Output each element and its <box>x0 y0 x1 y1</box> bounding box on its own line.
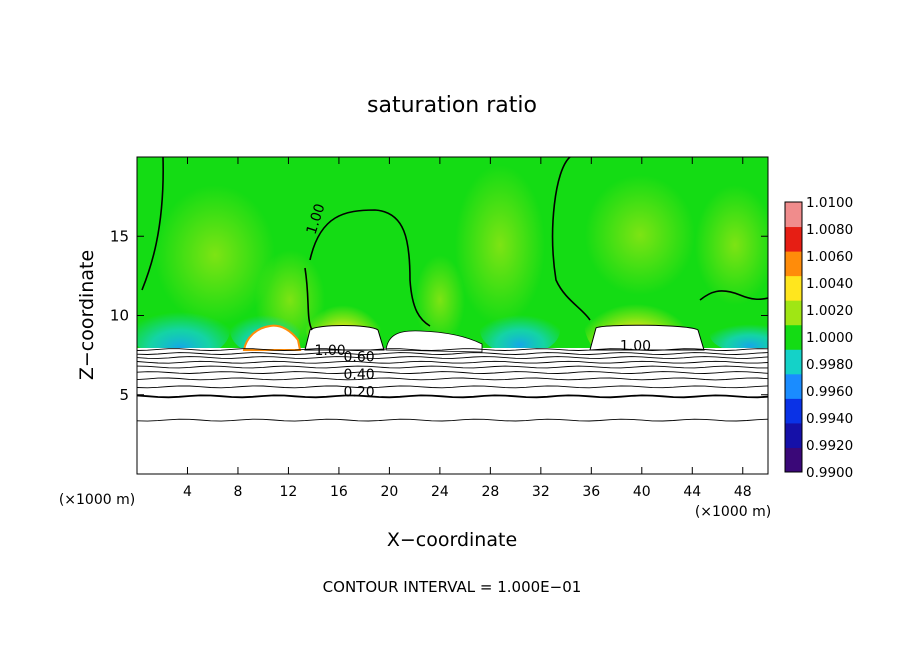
y-axis-label: Z−coordinate <box>76 250 98 380</box>
x-tick-label: 40 <box>633 484 651 500</box>
x-units-label: (×1000 m) <box>695 504 771 520</box>
contour-label: 0.40 <box>344 367 375 383</box>
x-tick-label: 36 <box>582 484 600 500</box>
colorbar-swatch <box>785 324 802 350</box>
contour-line <box>136 365 768 369</box>
field-cyan-blob <box>137 300 230 360</box>
colorbar-label: 0.9920 <box>806 438 853 454</box>
contour-line <box>136 360 769 364</box>
field-fill <box>137 157 768 474</box>
colorbar-swatch <box>785 226 802 252</box>
colorbar-swatch <box>785 422 802 448</box>
cloud-outline <box>242 324 302 351</box>
colorbar-swatch <box>785 447 802 473</box>
contour-line <box>136 348 769 351</box>
y-tick-label: 10 <box>110 307 129 325</box>
colorbar-swatch <box>785 373 802 399</box>
colorbar-swatch <box>785 275 802 301</box>
dry-region <box>137 348 768 474</box>
field-light-blob <box>155 185 275 325</box>
colorbar-label: 1.0100 <box>806 195 853 211</box>
y-tick-label: 15 <box>110 227 129 245</box>
contour-line <box>136 385 769 389</box>
colorbar-label: 0.9960 <box>806 384 853 400</box>
colorbar-swatch <box>785 398 802 424</box>
chart-title: saturation ratio <box>367 93 537 118</box>
x-tick-label: 20 <box>380 484 398 500</box>
contour-line <box>136 356 769 359</box>
x-tick-label: 16 <box>330 484 348 500</box>
x-tick-label: 32 <box>532 484 550 500</box>
x-axis-label: X−coordinate <box>387 529 517 551</box>
x-tick-label: 24 <box>431 484 449 500</box>
contour-line-1.00 <box>141 157 768 331</box>
colorbar-label: 1.0080 <box>806 222 853 238</box>
x-tick-label: 44 <box>683 484 701 500</box>
x-ticks: 4 8 12 16 20 24 28 32 36 40 44 48 <box>183 157 752 500</box>
contour-lines <box>136 348 769 422</box>
colorbar: 0.9900 0.9920 0.9940 0.9960 0.9980 1.0000 1.00… <box>784 195 853 481</box>
colorbar-label: 0.9940 <box>806 411 853 427</box>
y-tick-label: 5 <box>119 386 129 404</box>
x-tick-label: 4 <box>183 484 192 500</box>
contour-label: 1.00 <box>620 338 651 354</box>
field-cyan-blob <box>710 317 768 353</box>
field-light-blob <box>415 255 465 345</box>
contour-label: 0.60 <box>344 349 375 365</box>
colorbar-label: 1.0020 <box>806 303 853 319</box>
field-light-blob <box>695 185 768 305</box>
contour-line <box>136 352 769 355</box>
colorbar-frame <box>784 201 803 473</box>
y-ticks: 5 10 15 <box>110 227 768 404</box>
colorbar-swatch <box>785 202 802 228</box>
contour-line <box>136 371 769 374</box>
contour-label: 1.00 <box>315 343 346 359</box>
colorbar-swatch <box>785 300 802 326</box>
x-tick-label: 8 <box>233 484 242 500</box>
x-tick-label: 48 <box>734 484 752 500</box>
field-light-blob <box>585 175 695 295</box>
cloud-outline <box>589 324 705 351</box>
colorbar-label: 0.9900 <box>806 465 853 481</box>
colorbar-label: 0.9980 <box>806 357 853 373</box>
plot-area: 1.001.001.000.600.400.20 4 8 12 16 20 24 28 32 3… <box>110 156 769 500</box>
contour-label: 0.20 <box>344 384 375 400</box>
x-tick-label: 12 <box>280 484 298 500</box>
contour-line <box>136 394 769 399</box>
colorbar-swatch <box>785 251 802 277</box>
field-light-blob <box>455 165 545 325</box>
contour-labels: 1.001.001.000.600.400.20 <box>304 202 651 400</box>
x-tick-label: 28 <box>481 484 499 500</box>
colorbar-label: 1.0000 <box>806 330 853 346</box>
contour-interval-note: CONTOUR INTERVAL = 1.000E−01 <box>323 578 582 596</box>
contour-line <box>136 418 769 422</box>
cloud-outline <box>385 330 483 353</box>
colorbar-label: 1.0040 <box>806 276 853 292</box>
colorbar-swatch <box>785 349 802 375</box>
y-units-label: (×1000 m) <box>59 492 135 508</box>
colorbar-label: 1.0060 <box>806 249 853 265</box>
contour-line <box>136 377 769 381</box>
field-cyan-blob <box>480 305 560 355</box>
